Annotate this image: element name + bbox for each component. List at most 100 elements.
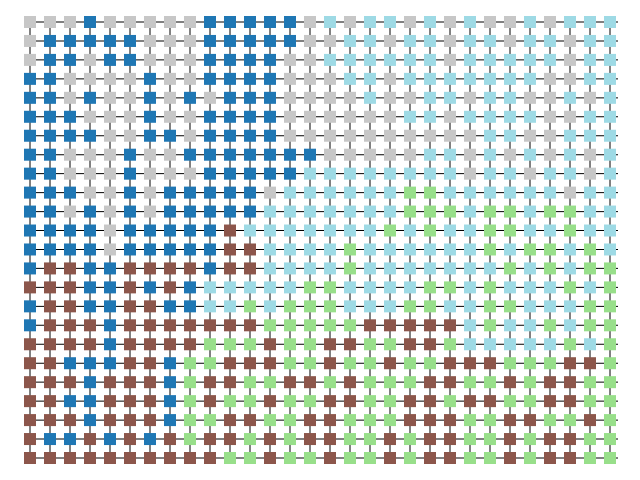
lattice-cell bbox=[164, 167, 176, 180]
lattice-cell bbox=[284, 16, 296, 28]
lattice-cell bbox=[444, 110, 456, 123]
lattice-cell bbox=[24, 72, 36, 85]
lattice-cell bbox=[284, 319, 296, 332]
lattice-cell bbox=[544, 452, 556, 464]
lattice-cell bbox=[24, 91, 36, 104]
lattice-cell bbox=[24, 129, 36, 142]
lattice-cell bbox=[144, 262, 156, 275]
lattice-cell bbox=[524, 224, 536, 237]
lattice-cell bbox=[164, 72, 176, 85]
lattice-cell bbox=[424, 414, 436, 427]
lattice-cell bbox=[184, 224, 196, 237]
lattice-cell bbox=[544, 243, 556, 256]
lattice-cell bbox=[104, 262, 116, 275]
lattice-cell bbox=[144, 433, 156, 446]
lattice-cell bbox=[304, 186, 316, 199]
lattice-cell bbox=[64, 357, 76, 370]
lattice-cell bbox=[224, 91, 236, 104]
lattice-cell bbox=[524, 319, 536, 332]
lattice-cell bbox=[484, 338, 496, 351]
lattice-cell bbox=[464, 53, 476, 66]
lattice-cell bbox=[304, 91, 316, 104]
lattice-cell bbox=[224, 433, 236, 446]
lattice-cell bbox=[264, 16, 276, 28]
lattice-cell bbox=[144, 319, 156, 332]
lattice-cell bbox=[384, 167, 396, 180]
lattice-cell bbox=[324, 186, 336, 199]
lattice-cell bbox=[224, 167, 236, 180]
lattice-cell bbox=[604, 186, 616, 199]
lattice-cell bbox=[424, 148, 436, 161]
lattice-cell bbox=[164, 300, 176, 313]
lattice-cell bbox=[504, 414, 516, 427]
lattice-cell bbox=[84, 205, 96, 218]
lattice-cell bbox=[404, 148, 416, 161]
lattice-cell bbox=[604, 34, 616, 47]
lattice-cell bbox=[504, 357, 516, 370]
lattice-cell bbox=[204, 129, 216, 142]
lattice-cell bbox=[324, 91, 336, 104]
lattice-cell bbox=[424, 395, 436, 408]
lattice-cell bbox=[344, 414, 356, 427]
lattice-cell bbox=[444, 281, 456, 294]
lattice-cell bbox=[124, 16, 136, 28]
lattice-cell bbox=[564, 16, 576, 28]
lattice-cell bbox=[304, 110, 316, 123]
lattice-cell bbox=[424, 262, 436, 275]
lattice-cell bbox=[24, 300, 36, 313]
lattice-cell bbox=[184, 53, 196, 66]
lattice-cell bbox=[304, 300, 316, 313]
lattice-cell bbox=[64, 205, 76, 218]
lattice-cell bbox=[304, 262, 316, 275]
lattice-cell bbox=[584, 16, 596, 28]
lattice-cell bbox=[444, 338, 456, 351]
lattice-cell bbox=[444, 34, 456, 47]
lattice-cell bbox=[324, 129, 336, 142]
lattice-cell bbox=[44, 452, 56, 464]
lattice-cell bbox=[604, 262, 616, 275]
lattice-cell bbox=[504, 452, 516, 464]
lattice-cell bbox=[524, 243, 536, 256]
lattice-cell bbox=[444, 148, 456, 161]
lattice-cell bbox=[464, 167, 476, 180]
lattice-cell bbox=[524, 452, 536, 464]
lattice-cell bbox=[164, 53, 176, 66]
lattice-cell bbox=[384, 262, 396, 275]
lattice-cell bbox=[244, 53, 256, 66]
lattice-cell bbox=[584, 433, 596, 446]
lattice-cell bbox=[604, 300, 616, 313]
lattice-cell bbox=[464, 91, 476, 104]
lattice-cell bbox=[604, 357, 616, 370]
lattice-cell bbox=[384, 376, 396, 389]
lattice-cell bbox=[604, 110, 616, 123]
lattice-cell bbox=[64, 186, 76, 199]
lattice-cell bbox=[344, 110, 356, 123]
lattice-cell bbox=[564, 433, 576, 446]
lattice-cell bbox=[324, 34, 336, 47]
lattice-cell bbox=[24, 262, 36, 275]
lattice-cell bbox=[324, 300, 336, 313]
lattice-cell bbox=[24, 110, 36, 123]
lattice-cell bbox=[424, 53, 436, 66]
lattice-cell bbox=[204, 16, 216, 28]
lattice-cell bbox=[184, 16, 196, 28]
lattice-cell bbox=[464, 262, 476, 275]
lattice-cell bbox=[504, 243, 516, 256]
lattice-cell bbox=[284, 357, 296, 370]
lattice-cell bbox=[224, 395, 236, 408]
lattice-cell bbox=[564, 129, 576, 142]
lattice-cell bbox=[284, 129, 296, 142]
lattice-cell bbox=[64, 376, 76, 389]
lattice-cell bbox=[344, 148, 356, 161]
lattice-cell bbox=[344, 205, 356, 218]
lattice-cell bbox=[404, 72, 416, 85]
lattice-cell bbox=[104, 186, 116, 199]
lattice-cell bbox=[344, 376, 356, 389]
lattice-cell bbox=[284, 338, 296, 351]
lattice-cell bbox=[264, 34, 276, 47]
lattice-cell bbox=[324, 452, 336, 464]
lattice-cell bbox=[564, 224, 576, 237]
lattice-cell bbox=[344, 91, 356, 104]
lattice-cell bbox=[424, 433, 436, 446]
lattice-cell bbox=[144, 148, 156, 161]
